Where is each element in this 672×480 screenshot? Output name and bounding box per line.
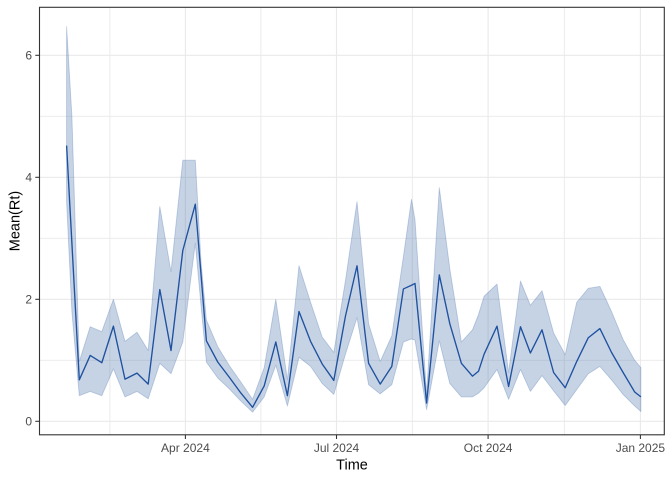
svg-text:Jul 2024: Jul 2024 [314,441,360,455]
svg-text:Jan 2025: Jan 2025 [616,441,666,455]
svg-text:Time: Time [336,458,368,474]
svg-text:0: 0 [25,415,32,429]
svg-text:Oct 2024: Oct 2024 [464,441,513,455]
svg-text:Apr 2024: Apr 2024 [161,441,210,455]
svg-text:Mean(Rt): Mean(Rt) [8,191,24,251]
svg-text:4: 4 [25,171,32,185]
svg-text:6: 6 [25,49,32,63]
svg-text:2: 2 [25,293,32,307]
